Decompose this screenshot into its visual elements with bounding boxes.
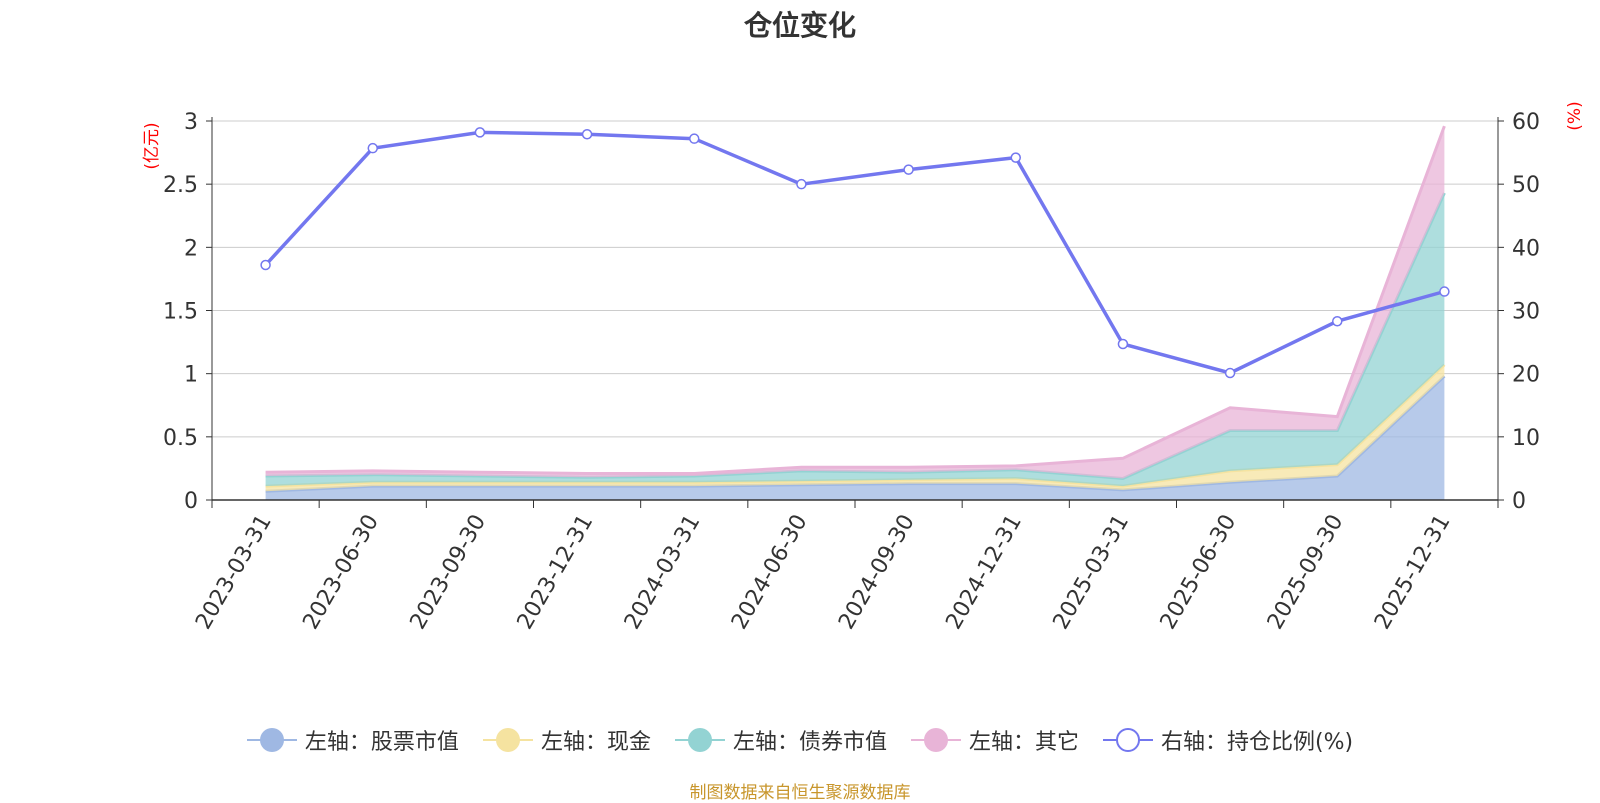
left-axis-unit: (亿元) (142, 122, 162, 169)
legend-swatch (246, 727, 297, 753)
x-tick-label: 2025-06-30 (1156, 511, 1242, 634)
x-tick-label: 2023-12-31 (513, 511, 599, 634)
data-source-note: 制图数据来自恒生聚源数据库 (689, 783, 911, 803)
line-point (1117, 338, 1129, 350)
x-tick-label: 2024-03-31 (620, 511, 706, 634)
line-point (1224, 367, 1236, 379)
x-tick-label: 2023-06-30 (298, 511, 384, 634)
right-tick-label: 50 (1512, 173, 1540, 198)
line-point (367, 142, 378, 154)
legend-item[interactable]: 左轴：债券市值 (674, 724, 887, 756)
x-tick-label: 2024-12-31 (941, 511, 1027, 634)
legend-label: 右轴：持仓比例(%) (1160, 730, 1354, 755)
legend-label: 左轴：现金 (540, 730, 651, 755)
x-tick-label: 2024-09-30 (834, 511, 920, 634)
legend-item[interactable]: 左轴：股票市值 (246, 724, 459, 756)
line-point (260, 259, 271, 271)
legend-item[interactable]: 左轴：现金 (482, 724, 651, 756)
legend-swatch (482, 727, 533, 753)
left-tick-label: 0 (184, 489, 198, 514)
x-tick-label: 2025-03-31 (1049, 511, 1135, 634)
x-tick-label: 2023-03-31 (191, 511, 277, 634)
area-edge-series-4 (265, 125, 1446, 475)
legend-swatch (1102, 727, 1153, 753)
line-point (689, 133, 700, 144)
right-tick-label: 60 (1512, 110, 1540, 135)
line-series (264, 130, 1445, 375)
chart-title: 仓位变化 (743, 9, 856, 42)
left-tick-label: 2.5 (163, 173, 198, 198)
legend-swatch (910, 727, 961, 753)
legend-item[interactable]: 左轴：其它 (910, 724, 1079, 756)
line-point (1010, 152, 1021, 163)
x-tick-label: 2023-09-30 (406, 511, 492, 634)
x-tick-label: 2024-06-30 (727, 511, 813, 634)
legend-swatch (674, 727, 725, 753)
right-tick-label: 0 (1512, 489, 1526, 514)
area-series-4 (265, 126, 1445, 479)
line-point (1439, 286, 1450, 297)
legend-label: 左轴：股票市值 (304, 730, 459, 755)
legend-label: 左轴：其它 (968, 730, 1079, 755)
line-point (903, 164, 914, 175)
left-tick-label: 1.5 (163, 300, 198, 325)
right-tick-label: 30 (1512, 300, 1540, 325)
x-tick-label: 2025-09-30 (1263, 511, 1349, 634)
left-tick-label: 2 (184, 236, 198, 261)
right-axis-unit: (%) (1565, 101, 1585, 130)
area-series-1 (265, 376, 1445, 500)
line-point (474, 127, 486, 138)
left-tick-label: 3 (184, 110, 198, 135)
line-point (1332, 315, 1343, 327)
right-tick-label: 20 (1512, 363, 1540, 388)
left-tick-label: 0.5 (163, 426, 198, 451)
right-tick-label: 40 (1512, 236, 1540, 261)
legend-label: 左轴：债券市值 (732, 730, 887, 755)
area-series-3 (265, 193, 1445, 487)
chart-legend: 左轴：股票市值 左轴：现金 左轴：债券市值 左轴：其它 右轴：持仓比例(%) (0, 724, 1600, 756)
x-tick-label: 2025-12-31 (1370, 511, 1456, 634)
legend-item[interactable]: 右轴：持仓比例(%) (1102, 724, 1354, 756)
left-tick-label: 1 (184, 363, 198, 388)
line-point (581, 129, 593, 140)
line-point (796, 178, 807, 190)
right-tick-label: 10 (1512, 426, 1540, 451)
